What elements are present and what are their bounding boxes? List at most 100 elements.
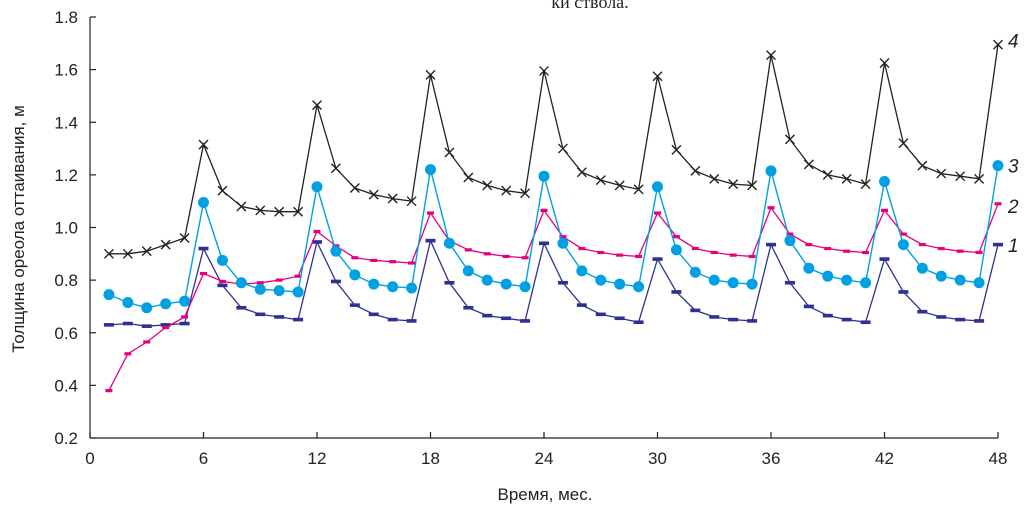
data-point [633,320,644,325]
data-point [841,317,852,322]
data-point [103,248,114,259]
data-point [918,243,926,247]
data-point [994,202,1002,206]
axes: 0.2 0.4 0.6 0.8 1.0 1.2 1.4 1.6 1.8 0 6 12 18 24 30 36 4… [54,8,1007,468]
data-point [672,235,680,239]
data-point [708,274,720,286]
data-point [124,352,132,356]
data-point [462,265,474,277]
data-point [351,256,359,260]
data-point [860,320,871,325]
data-point [689,266,701,278]
data-point [216,254,228,266]
x-tick-label: 48 [989,449,1008,468]
series-2 [105,202,1002,393]
data-point [255,205,266,216]
data-point [973,277,985,289]
data-point [784,134,795,145]
data-point [670,244,682,256]
y-tick-label: 1.8 [54,8,78,27]
data-point [500,278,512,290]
data-point [519,281,531,293]
data-point [841,173,852,184]
data-point [747,319,758,323]
data-point [993,242,1003,247]
data-point [860,277,872,289]
data-point [784,235,796,247]
data-point [803,159,814,170]
data-point [595,312,606,317]
x-tick-label: 24 [535,449,554,468]
data-point [464,248,472,252]
data-point [974,173,985,184]
data-point [368,278,380,290]
data-point [690,165,701,176]
data-point [937,246,945,251]
data-point [559,235,567,239]
data-point [236,201,247,212]
data-point [103,323,114,327]
data-point [387,281,399,293]
data-point [766,50,776,61]
data-point [141,302,153,314]
data-point [520,188,531,199]
data-point [387,317,398,322]
data-point [501,316,512,321]
data-point [860,179,871,190]
data-point [691,246,699,251]
series-4 [103,39,1003,259]
y-tick-label: 0.8 [54,271,78,290]
data-point [709,315,720,319]
data-point [822,270,834,282]
data-point [843,249,851,253]
data-point [141,246,152,257]
data-point [330,163,341,174]
data-point [141,324,152,328]
data-point [217,283,228,288]
data-point [766,242,776,247]
y-tick-label: 1.2 [54,166,78,185]
data-point [368,312,379,317]
data-point [483,252,491,256]
y-tick-label: 0.2 [54,429,78,448]
y-tick-label: 0.4 [54,376,78,395]
series-label-layer: 1 2 3 4 [1007,31,1019,256]
data-point [520,319,531,323]
data-point [349,303,360,307]
data-point [803,262,815,274]
data-point [311,181,323,193]
data-point [727,277,739,289]
data-point [482,313,493,318]
data-point [200,271,207,276]
data-point [917,160,928,171]
data-point [294,274,302,278]
data-point [841,274,853,286]
y-axis-title: Толщина ореола оттаивания, м [9,105,28,353]
data-point [633,281,645,293]
data-point [786,232,794,236]
data-point [540,208,548,212]
x-tick-label: 42 [875,449,894,468]
data-point [406,319,417,323]
data-point [463,305,474,310]
data-point [181,315,189,319]
data-point [917,309,928,314]
data-point [370,258,378,262]
data-point [879,58,890,69]
data-point [576,265,588,277]
data-point [576,167,587,178]
data-point [387,193,398,204]
data-point [273,285,285,297]
x-axis-title: Время, мес. [498,485,593,504]
data-point [502,254,510,259]
data-point [122,321,133,326]
data-point [597,250,605,255]
data-point [425,69,436,80]
data-point [162,325,170,330]
data-point [671,290,682,294]
data-point [255,312,266,317]
x-tick-label: 30 [648,449,667,468]
data-point [992,160,1004,172]
data-point [652,181,663,193]
